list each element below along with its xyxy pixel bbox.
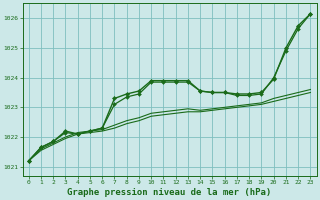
X-axis label: Graphe pression niveau de la mer (hPa): Graphe pression niveau de la mer (hPa) (68, 188, 272, 197)
